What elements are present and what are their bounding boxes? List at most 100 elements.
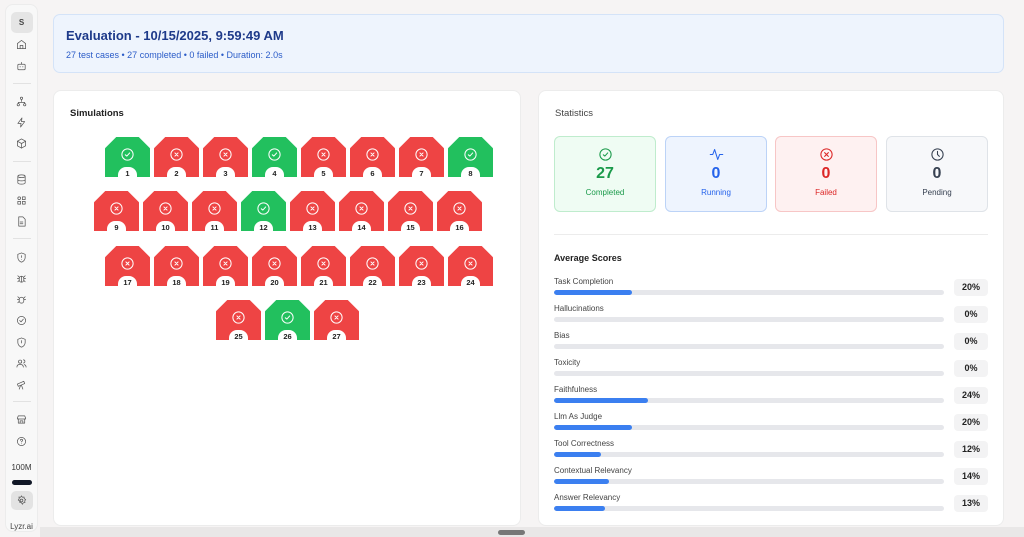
simulation-hex[interactable]: 1 (105, 137, 150, 179)
page-title: Evaluation - 10/15/2025, 9:59:49 AM (66, 28, 284, 43)
simulation-hex[interactable]: 25 (216, 300, 261, 342)
simulation-hex[interactable]: 24 (448, 246, 493, 288)
grid-icon[interactable] (11, 191, 33, 210)
simulation-hex[interactable]: 2 (154, 137, 199, 179)
x-circle-icon (414, 256, 429, 271)
stat-value: 27 (596, 165, 614, 182)
simulation-hex[interactable]: 17 (105, 246, 150, 288)
simulation-hex[interactable]: 12 (241, 191, 286, 233)
stat-running: 0 Running (665, 136, 767, 212)
gear-icon (17, 495, 27, 505)
sidebar: S 100M Lyzr.ai (5, 4, 38, 532)
bot-icon[interactable] (11, 57, 33, 76)
score-bar (554, 290, 944, 295)
shield-icon[interactable] (11, 333, 33, 352)
simulation-number: 15 (401, 221, 420, 233)
simulation-hex[interactable]: 10 (143, 191, 188, 233)
simulations-title: Simulations (70, 108, 124, 119)
stat-value: 0 (932, 165, 942, 182)
scroll-handle[interactable] (498, 530, 525, 535)
score-label: Toxicity (554, 358, 581, 367)
simulation-hex[interactable]: 16 (437, 191, 482, 233)
simulation-hex[interactable]: 21 (301, 246, 346, 288)
check-circle-icon (267, 147, 282, 162)
simulation-hex[interactable]: 3 (203, 137, 248, 179)
avatar[interactable]: S (10, 12, 33, 34)
simulation-number: 7 (412, 167, 431, 179)
score-label: Contextual Relevancy (554, 466, 632, 475)
x-circle-icon (305, 201, 320, 216)
evaluation-summary: 27 test cases • 27 completed • 0 failed … (66, 50, 283, 60)
simulation-number: 12 (254, 221, 273, 233)
package-icon[interactable] (11, 134, 33, 153)
score-bar (554, 425, 944, 430)
simulation-hex[interactable]: 4 (252, 137, 297, 179)
x-circle-icon (463, 256, 478, 271)
store-icon[interactable] (11, 410, 33, 429)
help-icon[interactable] (11, 432, 33, 451)
simulation-hex[interactable]: 9 (94, 191, 139, 233)
score-label: Bias (554, 331, 570, 340)
score-row: Bias 0% (554, 331, 988, 355)
simulation-hex[interactable]: 6 (350, 137, 395, 179)
score-row: Answer Relevancy 13% (554, 493, 988, 517)
simulation-number: 24 (461, 276, 480, 288)
settings-button[interactable] (10, 490, 33, 510)
users-icon[interactable] (11, 354, 33, 373)
simulation-hex[interactable]: 8 (448, 137, 493, 179)
score-label: Hallucinations (554, 304, 604, 313)
home-icon[interactable] (11, 35, 33, 54)
x-circle-icon (316, 147, 331, 162)
bug-icon[interactable] (11, 269, 33, 288)
stat-completed: 27 Completed (554, 136, 656, 212)
score-value: 12% (954, 441, 988, 458)
average-scores-title: Average Scores (554, 253, 622, 263)
score-label: Answer Relevancy (554, 493, 621, 502)
simulations-card: Simulations 1 2 3 4 5 6 7 8 9 10 11 12 13 14 15 16 17 18 1… (53, 90, 521, 526)
simulation-hex[interactable]: 26 (265, 300, 310, 342)
brand-logo[interactable]: Lyzr.ai (10, 521, 33, 531)
simulation-hex[interactable]: 20 (252, 246, 297, 288)
simulation-number: 14 (352, 221, 371, 233)
simulation-number: 13 (303, 221, 322, 233)
database-icon[interactable] (11, 170, 33, 189)
simulation-hex[interactable]: 7 (399, 137, 444, 179)
simulation-number: 27 (327, 330, 346, 342)
simulation-hex[interactable]: 5 (301, 137, 346, 179)
simulation-hex[interactable]: 27 (314, 300, 359, 342)
simulation-hex[interactable]: 11 (192, 191, 237, 233)
activity-icon (666, 147, 766, 162)
shield-alert-icon[interactable] (11, 247, 33, 266)
x-circle-icon (316, 256, 331, 271)
score-bar-fill (554, 290, 632, 295)
simulation-number: 21 (314, 276, 333, 288)
simulation-hex[interactable]: 15 (388, 191, 433, 233)
x-circle-icon (329, 310, 344, 325)
simulation-hex[interactable]: 19 (203, 246, 248, 288)
simulation-hex[interactable]: 22 (350, 246, 395, 288)
stat-pending: 0 Pending (886, 136, 988, 212)
score-bar-fill (554, 398, 648, 403)
check-circle-icon[interactable] (11, 311, 33, 330)
simulation-hex[interactable]: 14 (339, 191, 384, 233)
lightning-icon[interactable] (11, 113, 33, 132)
score-bar (554, 317, 944, 322)
bug-play-icon[interactable] (11, 290, 33, 309)
simulation-hex[interactable]: 13 (290, 191, 335, 233)
score-row: Toxicity 0% (554, 358, 988, 382)
document-icon[interactable] (11, 212, 33, 231)
simulation-number: 11 (205, 221, 224, 233)
simulation-number: 3 (216, 167, 235, 179)
x-circle-icon (158, 201, 173, 216)
simulation-number: 22 (363, 276, 382, 288)
simulation-hex[interactable]: 18 (154, 246, 199, 288)
score-row: Hallucinations 0% (554, 304, 988, 328)
check-circle-icon (463, 147, 478, 162)
simulation-hex[interactable]: 23 (399, 246, 444, 288)
telescope-icon[interactable] (11, 375, 33, 394)
stat-label: Pending (922, 188, 952, 197)
x-circle-icon (365, 256, 380, 271)
score-bar-fill (554, 479, 609, 484)
score-label: Tool Correctness (554, 439, 615, 448)
workflow-icon[interactable] (11, 92, 33, 111)
